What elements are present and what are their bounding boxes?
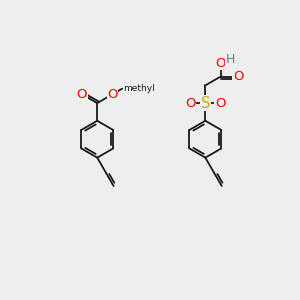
Text: O: O [215, 97, 226, 110]
Text: O: O [107, 88, 118, 101]
Text: S: S [201, 96, 210, 111]
Text: O: O [185, 97, 196, 110]
Text: O: O [215, 56, 226, 70]
Text: H: H [226, 53, 236, 66]
Text: O: O [77, 88, 87, 101]
Text: methyl: methyl [123, 84, 155, 93]
Text: O: O [233, 70, 244, 83]
